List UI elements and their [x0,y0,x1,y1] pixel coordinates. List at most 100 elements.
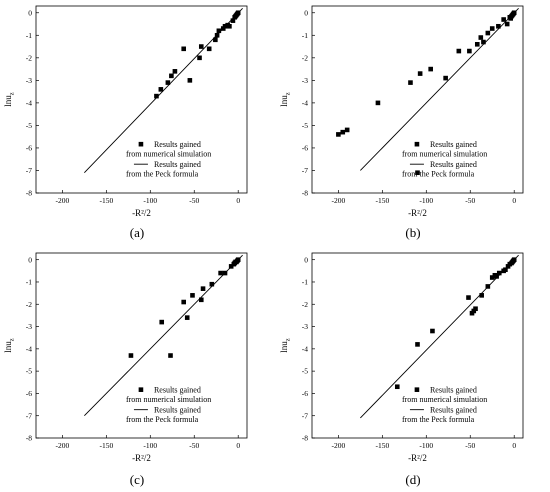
data-point [481,39,486,45]
y-tick-label: -8 [26,434,32,443]
data-point [187,78,193,83]
x-tick-label: -100 [419,196,433,205]
y-tick-label: -5 [302,367,308,376]
legend-square-swatch [414,141,420,147]
x-axis-title: -R²/2 [408,453,427,463]
x-tick-label: 0 [236,196,240,205]
x-tick-label: -150 [99,196,113,205]
y-tick-label: 0 [28,255,32,264]
data-point [197,55,202,61]
data-point [494,274,499,279]
legend-label: Results gained [430,160,477,169]
x-tick-label: -100 [419,441,433,450]
data-point [485,30,491,36]
data-point [168,353,173,358]
legend-label: Results gained [154,140,201,149]
data-point [467,48,472,54]
x-axis-title: -R²/2 [132,208,151,218]
y-tick-label: -2 [302,53,308,62]
legend-label: Results gained [430,140,477,149]
y-tick-label: -7 [26,411,32,420]
legend-label: from numerical simulation [402,395,487,404]
x-tick-label: -100 [143,196,157,205]
y-tick-label: -5 [26,121,32,130]
y-tick-label: -1 [26,31,32,40]
plot-frame [311,5,524,194]
data-point [230,18,236,23]
peck-formula-line [84,7,243,174]
panel-label: (c) [130,472,144,487]
data-point [456,48,462,54]
plot-frame [35,252,248,439]
y-tick-label: -8 [302,189,308,198]
plot-frame [311,252,524,439]
data-point [209,281,215,287]
x-tick-label: -50 [465,441,475,450]
data-point [489,26,495,31]
x-tick-label: -100 [143,441,157,450]
chart-panel-3: -200 -150 -100 -50 0 0 -1 -2 -3 -4 -5 -6 -7 -8 -R²/2 ln… [3,252,248,487]
x-tick-label: -150 [375,441,389,450]
chart-panel-1: -200 -150 -100 -50 0 0 -1 -2 -3 -4 -5 -6 -7 -8 -R²/2 ln… [3,5,248,240]
legend-label: Results gained [430,406,477,415]
data-point [479,293,484,298]
y-axis-title-text: lnu [279,341,289,353]
y-tick-label: -6 [26,389,32,398]
legend-label: Results gained [154,160,201,169]
data-point [489,275,495,280]
y-tick-label: -2 [26,300,32,309]
y-axis-title: lnuz [279,92,292,107]
data-point [394,384,400,390]
x-tick-label: -200 [332,196,346,205]
x-tick-label: -200 [56,441,70,450]
y-tick-label: -7 [26,166,32,175]
legend-label: from numerical simulation [126,150,211,159]
data-point [473,306,478,312]
peck-formula-line [360,254,519,419]
data-point [375,100,381,106]
y-tick-label: -7 [302,166,308,175]
panel-label: (d) [405,472,420,487]
data-point [474,42,480,47]
y-axis-title-subscript: z [9,338,16,341]
y-axis-title-subscript: z [9,92,16,95]
data-point [184,315,190,320]
legend-label: from the Peck formula [126,170,199,179]
y-tick-label: -1 [26,278,32,287]
data-point [443,75,448,81]
y-axis-title: lnuz [3,92,16,107]
peck-formula-line [84,254,243,417]
data-point [216,28,222,34]
y-tick-label: -6 [302,389,308,398]
x-tick-label: -150 [375,196,389,205]
y-tick-label: -8 [26,189,32,198]
data-point [408,80,413,85]
legend-square-swatch [138,387,144,392]
data-point [172,69,178,74]
y-tick-label: -5 [26,367,32,376]
y-tick-label: 0 [304,8,308,17]
legend-label: Results gained [154,386,201,395]
y-tick-label: -4 [26,98,32,107]
legend-label: Results gained [154,406,201,415]
data-point [428,66,433,72]
legend-label: Results gained [430,386,477,395]
y-tick-label: -4 [302,344,308,353]
peck-formula-line [360,7,519,171]
x-axis-title: -R²/2 [408,208,427,218]
y-tick-label: -3 [302,76,308,85]
data-point [466,295,471,300]
y-axis-title: lnuz [279,338,292,353]
data-point [430,328,435,334]
legend-square-swatch [138,141,144,147]
data-point [200,286,206,291]
x-tick-label: -50 [189,441,199,450]
y-tick-label: -3 [26,76,32,85]
y-tick-label: -1 [302,278,308,287]
data-point [128,353,134,358]
x-tick-label: -50 [465,196,475,205]
data-point [417,71,423,76]
data-point [503,267,508,273]
x-tick-label: 0 [512,196,516,205]
